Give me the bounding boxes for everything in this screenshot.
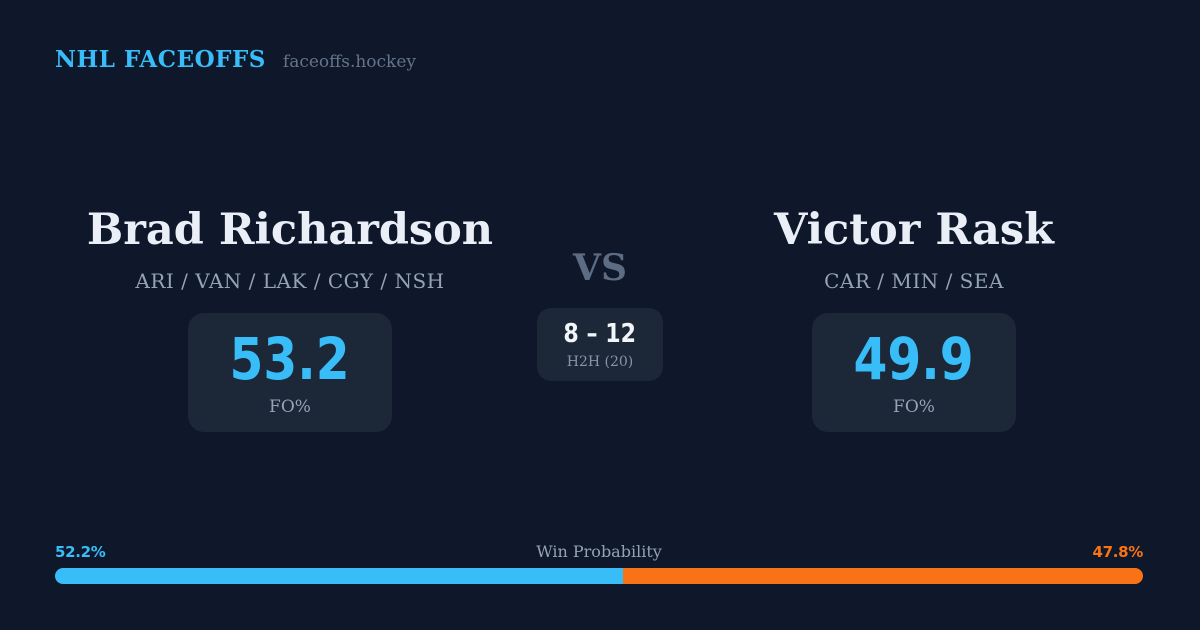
win-probability-bar-left-segment	[55, 568, 623, 584]
win-probability-title: Win Probability	[536, 542, 662, 561]
player-left-fo-label: FO%	[269, 397, 311, 417]
player-right-fo-card: 49.9 FO%	[812, 313, 1016, 432]
player-left-fo-value: 53.2	[229, 325, 351, 393]
win-probability-left-pct: 52.2%	[55, 543, 106, 561]
vs-label: VS	[573, 247, 627, 289]
player-right-teams: CAR / MIN / SEA	[824, 269, 1004, 293]
player-left-teams: ARI / VAN / LAK / CGY / NSH	[135, 269, 445, 293]
win-probability-bar	[55, 568, 1143, 584]
win-probability-right-pct: 47.8%	[1092, 543, 1143, 561]
player-right-name: Victor Rask	[774, 205, 1054, 255]
h2h-label: H2H (20)	[566, 354, 634, 370]
player-left-name: Brad Richardson	[86, 205, 494, 255]
brand-title: NHL FACEOFFS	[55, 46, 266, 73]
brand-domain: faceoffs.hockey	[282, 52, 417, 72]
vs-section: VS 8 – 12 H2H (20)	[500, 250, 700, 381]
brand-header: NHL FACEOFFS faceoffs.hockey	[55, 46, 416, 73]
player-right-fo-label: FO%	[893, 397, 935, 417]
win-probability-labels: 52.2% Win Probability 47.8%	[55, 542, 1143, 561]
player-right-section: Victor Rask CAR / MIN / SEA 49.9 FO%	[684, 209, 1144, 432]
player-right-fo-value: 49.9	[853, 325, 975, 393]
player-left-section: Brad Richardson ARI / VAN / LAK / CGY / …	[60, 209, 520, 432]
h2h-record: 8 – 12	[563, 319, 637, 349]
win-probability-bar-right-segment	[622, 568, 1143, 584]
h2h-card: 8 – 12 H2H (20)	[537, 308, 663, 381]
player-left-fo-card: 53.2 FO%	[188, 313, 392, 432]
